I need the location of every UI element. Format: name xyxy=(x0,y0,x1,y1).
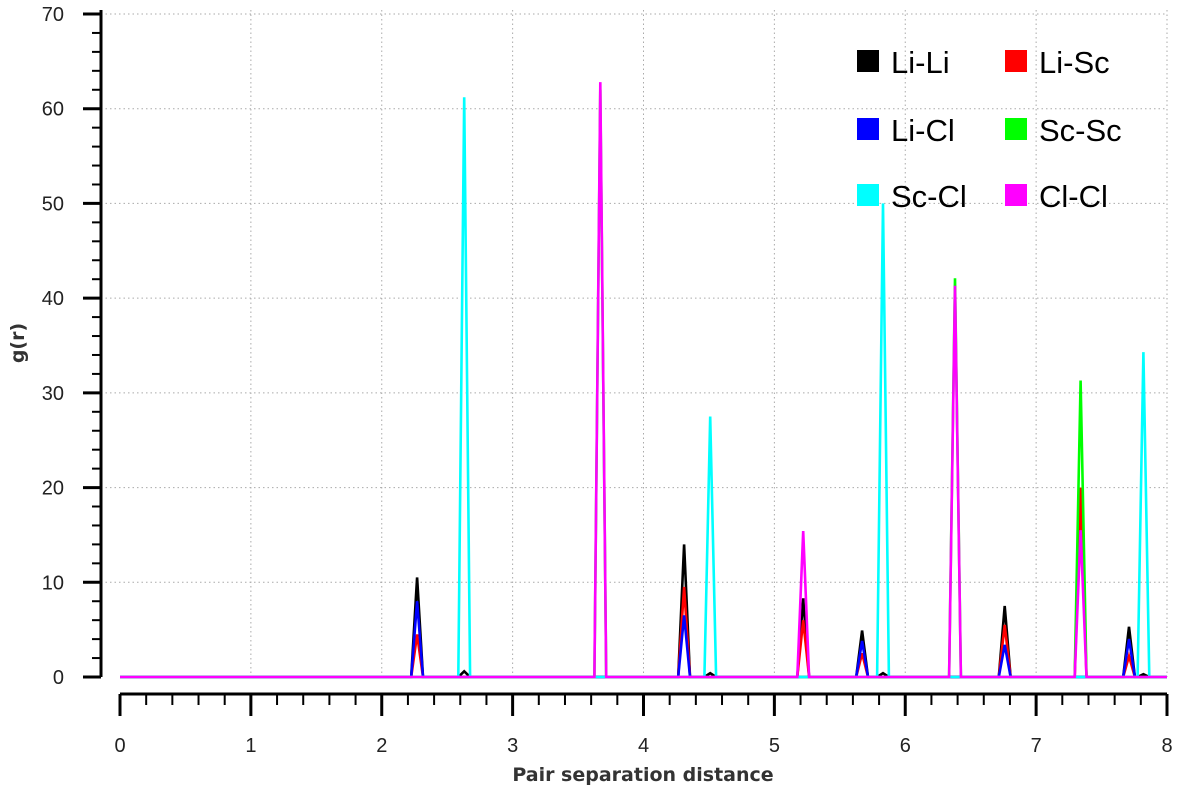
legend-swatch-sc-cl xyxy=(857,184,879,206)
legend-label-sc-sc: Sc-Sc xyxy=(1039,113,1122,148)
x-tick-label: 7 xyxy=(1031,735,1042,757)
y-tick-label: 30 xyxy=(42,383,64,405)
x-tick-label: 8 xyxy=(1161,735,1172,757)
x-tick-label: 6 xyxy=(900,735,911,757)
y-tick-label: 40 xyxy=(42,288,64,310)
legend-label-li-li: Li-Li xyxy=(891,45,950,80)
y-tick-label: 10 xyxy=(42,572,64,594)
legend-label-sc-cl: Sc-Cl xyxy=(891,179,967,214)
y-tick-label: 60 xyxy=(42,99,64,121)
legend-label-li-cl: Li-Cl xyxy=(891,113,955,148)
y-axis-title: g(r) xyxy=(7,323,29,363)
x-tick-label: 0 xyxy=(114,735,125,757)
x-tick-label: 4 xyxy=(638,735,649,757)
legend-swatch-li-cl xyxy=(857,118,879,140)
x-axis-title: Pair separation distance xyxy=(512,764,773,786)
axis-ticks: 0 10 20 30 40 50 60 70 0 1 2 3 4 5 6 7 8 xyxy=(42,4,1173,757)
legend-swatch-sc-sc xyxy=(1005,118,1027,140)
x-tick-label: 2 xyxy=(376,735,387,757)
series-lines xyxy=(120,82,1167,679)
y-tick-label: 0 xyxy=(53,667,64,689)
series-line-cl-cl xyxy=(120,82,1167,679)
series-line-li-cl xyxy=(120,601,1167,679)
legend-swatch-cl-cl xyxy=(1005,184,1027,206)
legend-swatch-li-li xyxy=(857,50,879,72)
x-tick-label: 3 xyxy=(507,735,518,757)
legend-swatch-li-sc xyxy=(1005,50,1027,72)
y-tick-label: 20 xyxy=(42,478,64,500)
legend-label-cl-cl: Cl-Cl xyxy=(1039,179,1108,214)
axes xyxy=(99,10,1167,696)
y-tick-label: 70 xyxy=(42,4,64,26)
x-tick-label: 5 xyxy=(769,735,780,757)
legend-label-li-sc: Li-Sc xyxy=(1039,45,1110,80)
x-tick-label: 1 xyxy=(245,735,256,757)
grid-lines xyxy=(101,10,1168,677)
y-tick-label: 50 xyxy=(42,193,64,215)
legend: Li-Li Li-Sc Li-Cl Sc-Sc Sc-Cl Cl-Cl xyxy=(857,45,1122,214)
